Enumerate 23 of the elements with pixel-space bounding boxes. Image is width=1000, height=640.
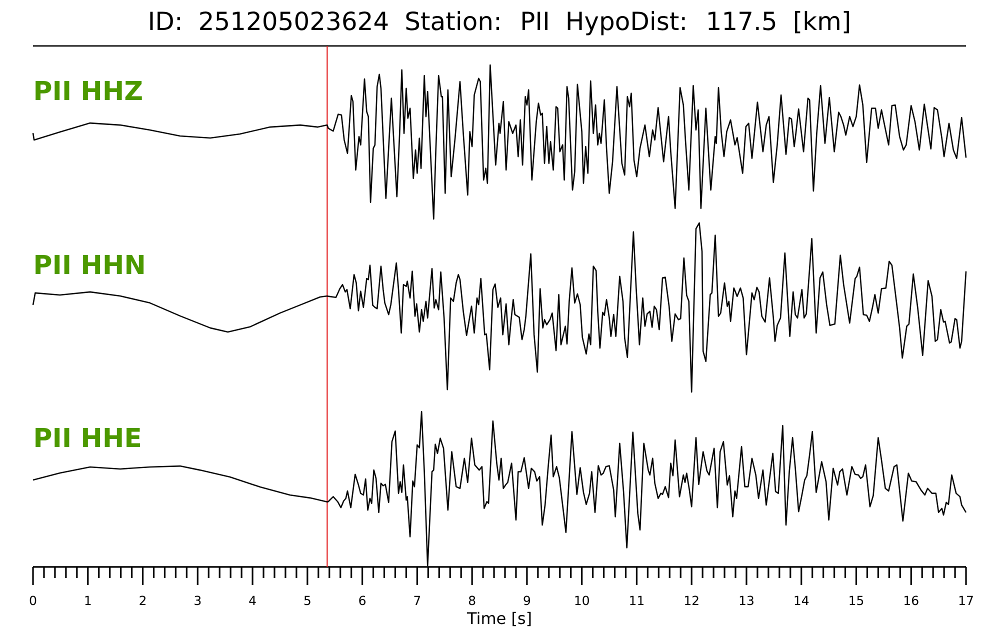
x-tick-label: 17: [959, 596, 973, 605]
x-tick-label: 13: [740, 596, 754, 606]
x-tick-label: 9: [524, 596, 530, 606]
chart-title: ID: 251205023624 Station: PII HypoDist: 117.5 [km]: [150, 11, 850, 36]
x-tick-label: 12: [685, 596, 698, 605]
x-tick-label: 3: [194, 596, 201, 606]
x-tick-label: 6: [359, 596, 366, 606]
series-label: PII HHZ: [36, 81, 142, 100]
x-axis-title: Time [s]: [466, 612, 531, 626]
x-tick-label: 0: [30, 596, 36, 606]
x-tick-label: 2: [140, 596, 146, 605]
x-tick-label: 11: [630, 596, 644, 605]
x-tick-label: 10: [575, 596, 589, 606]
x-tick-label: 1: [85, 596, 91, 605]
x-tick-label: 7: [414, 596, 420, 605]
x-tick-label: 15: [850, 596, 864, 606]
x-tick-label: 4: [249, 596, 256, 605]
x-tick-label: 5: [304, 596, 310, 606]
x-tick-label: 16: [904, 596, 918, 606]
series-label: PII HHN: [36, 255, 144, 274]
series-label: PII HHE: [36, 428, 140, 447]
x-tick-label: 8: [468, 596, 476, 606]
x-tick-label: 14: [794, 596, 809, 605]
